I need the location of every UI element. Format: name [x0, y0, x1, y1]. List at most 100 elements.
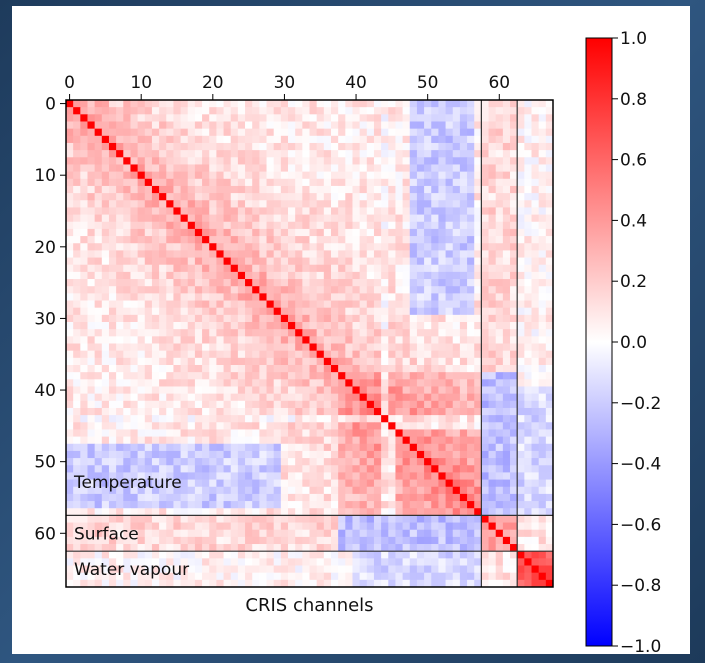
heatmap-cell — [510, 221, 518, 230]
heatmap-cell — [474, 121, 482, 130]
heatmap-cell — [459, 579, 468, 588]
heatmap-cell — [73, 536, 81, 545]
heatmap-cell — [452, 536, 461, 545]
heatmap-cell — [216, 300, 224, 309]
heatmap-cell — [166, 508, 174, 516]
heatmap-cell — [545, 171, 554, 180]
heatmap-cell — [137, 558, 146, 566]
heatmap-cell — [381, 379, 389, 387]
heatmap-cell — [295, 357, 303, 366]
heatmap-cell — [194, 100, 203, 108]
heatmap-cell — [144, 379, 153, 387]
heatmap-cell — [159, 350, 167, 359]
heatmap-cell — [481, 164, 489, 173]
heatmap-cell — [216, 565, 224, 574]
heatmap-cell — [424, 544, 432, 552]
heatmap-cell — [123, 493, 131, 502]
heatmap-cell — [409, 565, 418, 574]
heatmap-cell — [288, 214, 296, 223]
heatmap-cell — [173, 257, 181, 266]
heatmap-cell — [538, 164, 547, 173]
heatmap-cell — [94, 522, 103, 531]
heatmap-cell — [452, 386, 461, 395]
heatmap-cell — [66, 228, 74, 237]
heatmap-cell — [416, 200, 425, 208]
heatmap-cell — [94, 135, 103, 144]
heatmap-cell — [108, 529, 117, 538]
heatmap-cell — [73, 121, 81, 130]
heatmap-cell — [445, 579, 454, 588]
heatmap-cell — [459, 472, 468, 480]
heatmap-cell — [130, 544, 139, 552]
heatmap-cell — [123, 515, 131, 523]
heatmap-cell — [80, 157, 88, 165]
heatmap-cell — [538, 465, 547, 473]
heatmap-cell — [323, 322, 332, 330]
heatmap-cell — [94, 243, 103, 251]
heatmap-cell — [194, 135, 203, 144]
heatmap-cell — [538, 100, 547, 108]
heatmap-cell — [495, 307, 504, 316]
heatmap-cell — [80, 357, 88, 366]
heatmap-cell — [159, 529, 167, 538]
heatmap-cell — [180, 558, 189, 566]
heatmap-cell — [209, 178, 217, 187]
heatmap-cell — [230, 307, 239, 316]
heatmap-cell — [510, 257, 518, 266]
heatmap-cell — [524, 372, 532, 380]
heatmap-cell — [144, 128, 153, 137]
heatmap-cell — [202, 415, 210, 423]
heatmap-cell — [245, 243, 253, 251]
heatmap-cell — [359, 357, 368, 366]
heatmap-cell — [481, 544, 489, 552]
heatmap-cell — [209, 164, 217, 173]
heatmap-cell — [531, 264, 540, 273]
heatmap-cell — [266, 178, 275, 187]
heatmap-cell — [545, 364, 554, 373]
heatmap-cell — [137, 185, 146, 194]
heatmap-cell — [116, 508, 124, 516]
heatmap-cell — [510, 178, 518, 187]
heatmap-cell — [481, 436, 489, 445]
heatmap-cell — [252, 572, 260, 581]
heatmap-cell — [87, 142, 96, 151]
heatmap-cell — [216, 472, 224, 480]
heatmap-cell — [209, 379, 217, 387]
heatmap-cell — [459, 565, 468, 574]
heatmap-cell — [531, 379, 540, 387]
heatmap-cell — [524, 178, 532, 187]
heatmap-cell — [80, 214, 88, 223]
heatmap-cell — [510, 329, 518, 337]
heatmap-cell — [510, 393, 518, 402]
heatmap-cell — [345, 157, 353, 165]
y-tick-label: 60 — [34, 524, 56, 544]
heatmap-cell — [209, 436, 217, 445]
heatmap-cell — [94, 458, 103, 466]
heatmap-cell — [66, 407, 74, 416]
heatmap-cell — [144, 214, 153, 223]
heatmap-cell — [345, 458, 353, 466]
heatmap-cell — [538, 436, 547, 445]
heatmap-cell — [144, 150, 153, 158]
heatmap-cell — [416, 479, 425, 488]
heatmap-cell — [202, 386, 210, 395]
heatmap-cell — [302, 486, 310, 495]
heatmap-cell — [517, 171, 525, 180]
heatmap-cell — [130, 228, 139, 237]
heatmap-cell — [316, 300, 325, 309]
heatmap-cell — [431, 221, 439, 230]
heatmap-cell — [402, 243, 411, 251]
heatmap-cell — [80, 279, 88, 287]
heatmap-cell — [101, 207, 110, 215]
heatmap-cell — [309, 185, 318, 194]
heatmap-cell — [237, 228, 246, 237]
heatmap-cell — [94, 157, 103, 165]
heatmap-cell — [194, 250, 203, 258]
heatmap-cell — [338, 565, 346, 574]
heatmap-cell — [316, 357, 325, 366]
heatmap-cell — [137, 307, 146, 316]
heatmap-cell — [66, 114, 74, 122]
heatmap-cell — [416, 121, 425, 130]
heatmap-cell — [151, 271, 160, 280]
heatmap-cell — [338, 400, 346, 409]
